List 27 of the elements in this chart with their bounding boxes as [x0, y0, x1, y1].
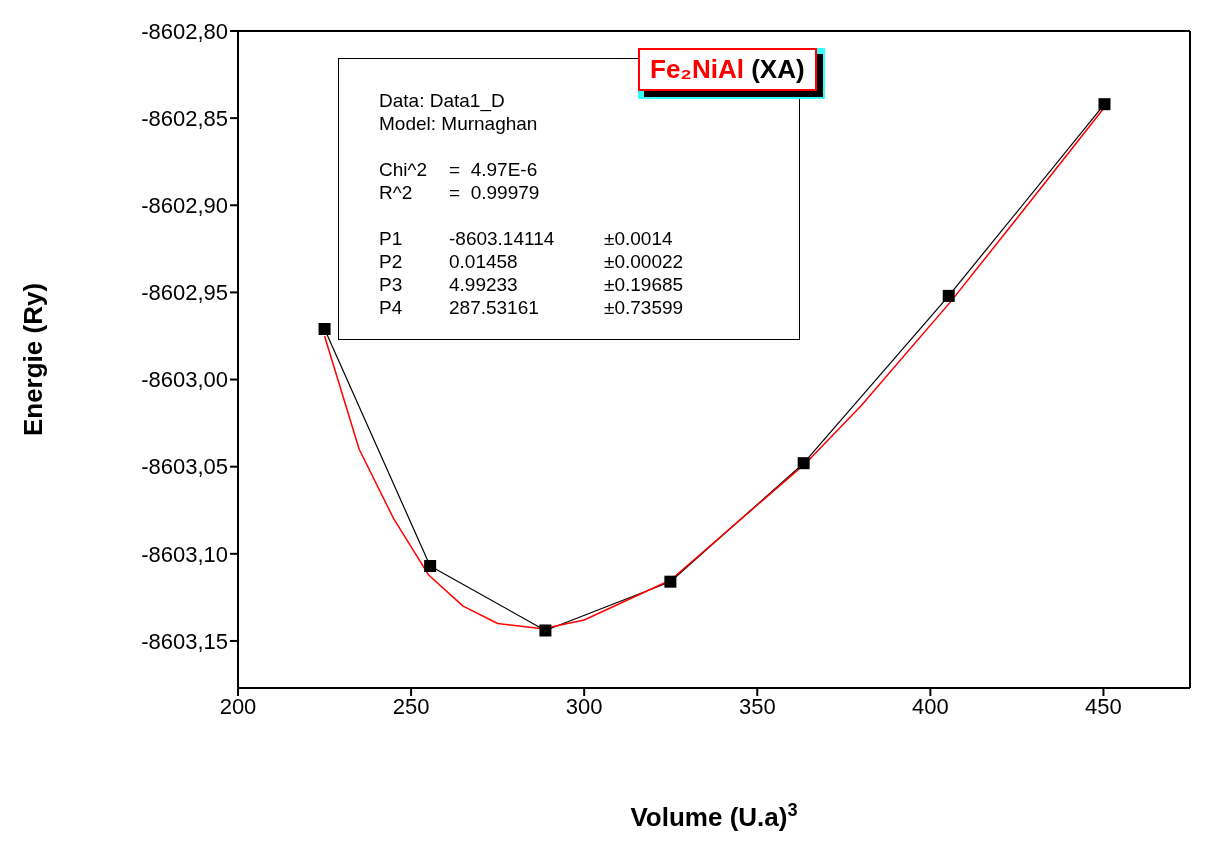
point: [1098, 98, 1111, 111]
annotation: Model: Murnaghan: [379, 112, 538, 135]
y-tick-label: -8603,10: [141, 541, 228, 567]
annotation: Chi^2 = 4.97E-6: [379, 158, 539, 181]
y-tick-label: -8603,00: [141, 367, 228, 393]
y-tick-label: -8603,15: [141, 628, 228, 654]
point: [797, 457, 810, 470]
annotation: Data: Data1_D: [379, 89, 505, 112]
x-tick-label: 200: [219, 693, 257, 719]
y-tick-label: -8603,05: [141, 454, 228, 480]
point: [664, 575, 677, 588]
y-tick-label: -8602,90: [141, 193, 228, 219]
text: Fe₂NiAl (XA): [650, 54, 805, 84]
y-tick-label: -8602,95: [141, 280, 228, 306]
x-axis-title: Volume (U.a)$^{3}$: [630, 800, 798, 832]
x-tick-label: 350: [738, 693, 776, 719]
point: [539, 624, 552, 637]
y-axis-title: Energie (Ry): [18, 282, 49, 437]
x-tick-label: 400: [912, 693, 949, 719]
point: [318, 323, 331, 335]
point: [942, 289, 955, 302]
point: [424, 560, 437, 573]
y-tick-label: -8602,85: [141, 105, 228, 131]
x-tick-label: 450: [1085, 693, 1122, 719]
y-tick-label: -8602,80: [141, 18, 228, 44]
x-tick-label: 250: [392, 693, 430, 719]
x-tick-label: 300: [565, 693, 603, 719]
